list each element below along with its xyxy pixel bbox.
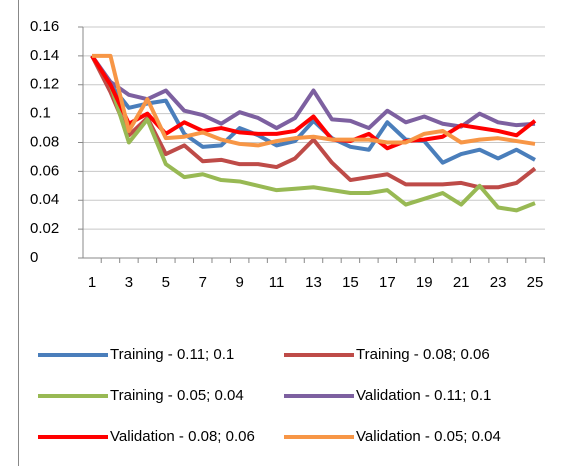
- x-tick-label: 19: [416, 274, 433, 291]
- legend-label: Training - 0.11; 0.1: [110, 346, 234, 363]
- series-line: [90, 54, 536, 165]
- legend-label: Validation - 0.05; 0.04: [356, 428, 501, 445]
- series-line: [90, 54, 537, 190]
- y-tick-label: 0.08: [30, 133, 59, 150]
- x-tick-label: 7: [199, 274, 207, 291]
- x-tick-label: 23: [490, 274, 507, 291]
- legend-label: Validation - 0.08; 0.06: [110, 428, 255, 445]
- x-tick-label: 17: [379, 274, 396, 291]
- x-tick-label: 9: [235, 274, 243, 291]
- x-tick-label: 25: [527, 274, 544, 291]
- legend-label: Training - 0.08; 0.06: [356, 346, 490, 363]
- x-tick-label: 1: [88, 274, 96, 291]
- y-tick-label: 0.12: [30, 76, 59, 93]
- y-tick-label: 0.06: [30, 162, 59, 179]
- series-line: [90, 54, 536, 213]
- legend-label: Training - 0.05; 0.04: [110, 387, 244, 404]
- series-line: [92, 53, 536, 148]
- x-tick-label: 15: [342, 274, 359, 291]
- y-tick-label: 0.16: [30, 18, 59, 35]
- y-tick-label: 0.1: [30, 105, 51, 122]
- y-tick-label: 0.14: [30, 47, 59, 64]
- y-tick-label: 0: [30, 249, 38, 266]
- y-tick-label: 0.02: [30, 220, 59, 237]
- x-tick-label: 13: [305, 274, 322, 291]
- legend-label: Validation - 0.11; 0.1: [356, 387, 491, 404]
- y-tick-label: 0.04: [30, 191, 59, 208]
- x-tick-label: 11: [269, 274, 285, 291]
- x-tick-label: 21: [453, 274, 470, 291]
- x-tick-label: 3: [125, 274, 133, 291]
- x-tick-label: 5: [162, 274, 170, 291]
